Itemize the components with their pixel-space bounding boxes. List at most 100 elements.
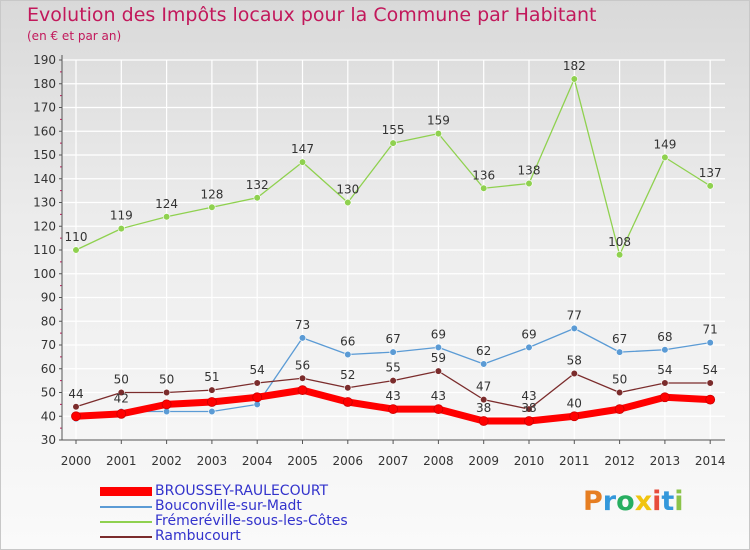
data-point-rambucourt bbox=[480, 396, 488, 404]
data-label-fremereville: 138 bbox=[518, 164, 541, 178]
data-point-fremereville bbox=[434, 130, 443, 138]
data-point-bouconville bbox=[480, 360, 488, 368]
data-label-fremereville: 124 bbox=[155, 197, 178, 211]
data-label-fremereville: 108 bbox=[608, 235, 631, 249]
legend-swatch-fremereville bbox=[100, 520, 152, 523]
logo-letter: o bbox=[616, 486, 635, 517]
data-label-bouconville: 69 bbox=[431, 327, 446, 341]
data-point-rambucourt bbox=[72, 403, 80, 411]
data-point-fremereville bbox=[480, 184, 488, 192]
data-point-rambucourt bbox=[389, 377, 397, 385]
data-label-rambucourt: 56 bbox=[295, 358, 310, 372]
data-label-rambucourt: 58 bbox=[567, 354, 582, 368]
data-point-fremereville bbox=[570, 75, 578, 83]
data-label-rambucourt: 50 bbox=[612, 373, 627, 387]
data-point-broussey bbox=[297, 385, 308, 396]
y-tick-label: 130 bbox=[33, 196, 56, 210]
y-tick-label: 100 bbox=[33, 267, 56, 281]
chart-title: Evolution des Impôts locaux pour la Comm… bbox=[27, 4, 597, 26]
legend-swatch-broussey bbox=[100, 487, 152, 496]
data-label-rambucourt: 43 bbox=[521, 389, 536, 403]
x-tick-label: 2012 bbox=[604, 454, 635, 468]
legend-label-fremereville: Frémeréville-sous-les-Côtes bbox=[155, 513, 348, 529]
y-tick-label: 40 bbox=[41, 409, 56, 423]
data-point-rambucourt bbox=[525, 405, 533, 413]
legend-swatch-bouconville bbox=[100, 505, 152, 508]
data-point-fremereville bbox=[117, 225, 125, 233]
data-point-broussey bbox=[705, 394, 716, 405]
data-point-rambucourt bbox=[661, 379, 669, 387]
legend-label-rambucourt: Rambucourt bbox=[155, 528, 241, 544]
data-point-bouconville bbox=[570, 324, 578, 332]
data-label-fremereville: 130 bbox=[336, 183, 359, 197]
data-label-fremereville: 137 bbox=[699, 166, 722, 180]
y-tick-label: 30 bbox=[41, 433, 56, 447]
data-point-broussey bbox=[660, 392, 670, 403]
data-point-broussey bbox=[252, 392, 263, 403]
data-point-broussey bbox=[71, 411, 81, 422]
data-point-rambucourt bbox=[163, 388, 171, 397]
data-point-rambucourt bbox=[117, 388, 125, 397]
chart-subtitle: (en € et par an) bbox=[27, 29, 122, 43]
data-label-rambucourt: 51 bbox=[204, 370, 219, 384]
logo-letter: r bbox=[602, 486, 617, 517]
x-tick-label: 2014 bbox=[695, 454, 726, 468]
legend-item-fremereville: Frémeréville-sous-les-Côtes bbox=[100, 514, 348, 529]
y-tick-label: 80 bbox=[41, 314, 56, 328]
data-label-broussey: 43 bbox=[385, 389, 400, 403]
data-label-broussey: 38 bbox=[476, 401, 491, 415]
data-label-rambucourt: 55 bbox=[385, 361, 400, 375]
data-point-fremereville bbox=[525, 179, 533, 188]
data-point-rambucourt bbox=[570, 369, 578, 378]
data-point-bouconville bbox=[208, 407, 216, 416]
data-point-broussey bbox=[614, 404, 625, 415]
x-tick-label: 2005 bbox=[287, 454, 318, 468]
data-label-fremereville: 136 bbox=[472, 168, 495, 182]
data-label-rambucourt: 47 bbox=[476, 380, 491, 394]
data-point-rambucourt bbox=[615, 388, 624, 397]
y-tick-label: 90 bbox=[41, 291, 56, 305]
y-tick-label: 150 bbox=[33, 148, 56, 162]
legend-label-bouconville: Bouconville-sur-Madt bbox=[155, 498, 302, 514]
data-point-broussey bbox=[388, 404, 399, 415]
logo-letter: t bbox=[661, 486, 675, 517]
data-point-fremereville bbox=[344, 198, 352, 207]
x-tick-label: 2007 bbox=[378, 454, 409, 468]
data-point-rambucourt bbox=[344, 384, 352, 392]
x-tick-label: 2001 bbox=[106, 454, 137, 468]
legend-swatch-rambucourt bbox=[100, 535, 152, 538]
data-label-broussey: 40 bbox=[567, 396, 582, 410]
data-label-bouconville: 73 bbox=[295, 318, 310, 332]
data-label-fremereville: 128 bbox=[200, 187, 223, 201]
data-label-rambucourt: 54 bbox=[657, 363, 672, 377]
data-point-broussey bbox=[116, 408, 127, 419]
data-point-bouconville bbox=[525, 343, 533, 351]
x-tick-label: 2009 bbox=[468, 454, 499, 468]
y-tick-label: 190 bbox=[33, 53, 56, 67]
x-tick-label: 2000 bbox=[61, 454, 92, 468]
y-tick-label: 160 bbox=[33, 124, 56, 138]
data-point-rambucourt bbox=[208, 386, 216, 394]
data-point-bouconville bbox=[389, 348, 397, 356]
data-point-broussey bbox=[206, 397, 217, 407]
logo-letter: x bbox=[634, 486, 653, 517]
logo-letter: i bbox=[674, 486, 684, 517]
data-label-rambucourt: 44 bbox=[68, 387, 83, 401]
proxiti-logo: Proxiti bbox=[583, 486, 684, 517]
data-point-bouconville bbox=[706, 339, 714, 347]
data-point-rambucourt bbox=[253, 379, 261, 387]
data-label-bouconville: 66 bbox=[340, 335, 355, 349]
x-tick-label: 2004 bbox=[242, 454, 273, 468]
data-point-fremereville bbox=[661, 153, 669, 161]
data-label-fremereville: 132 bbox=[246, 178, 269, 192]
data-label-fremereville: 159 bbox=[427, 114, 450, 128]
data-label-fremereville: 119 bbox=[110, 209, 133, 223]
data-label-fremereville: 182 bbox=[563, 59, 586, 73]
data-point-broussey bbox=[433, 404, 444, 415]
y-tick-label: 120 bbox=[33, 219, 56, 233]
data-point-bouconville bbox=[344, 350, 352, 359]
y-tick-label: 50 bbox=[41, 386, 56, 400]
data-label-fremereville: 155 bbox=[382, 123, 405, 137]
